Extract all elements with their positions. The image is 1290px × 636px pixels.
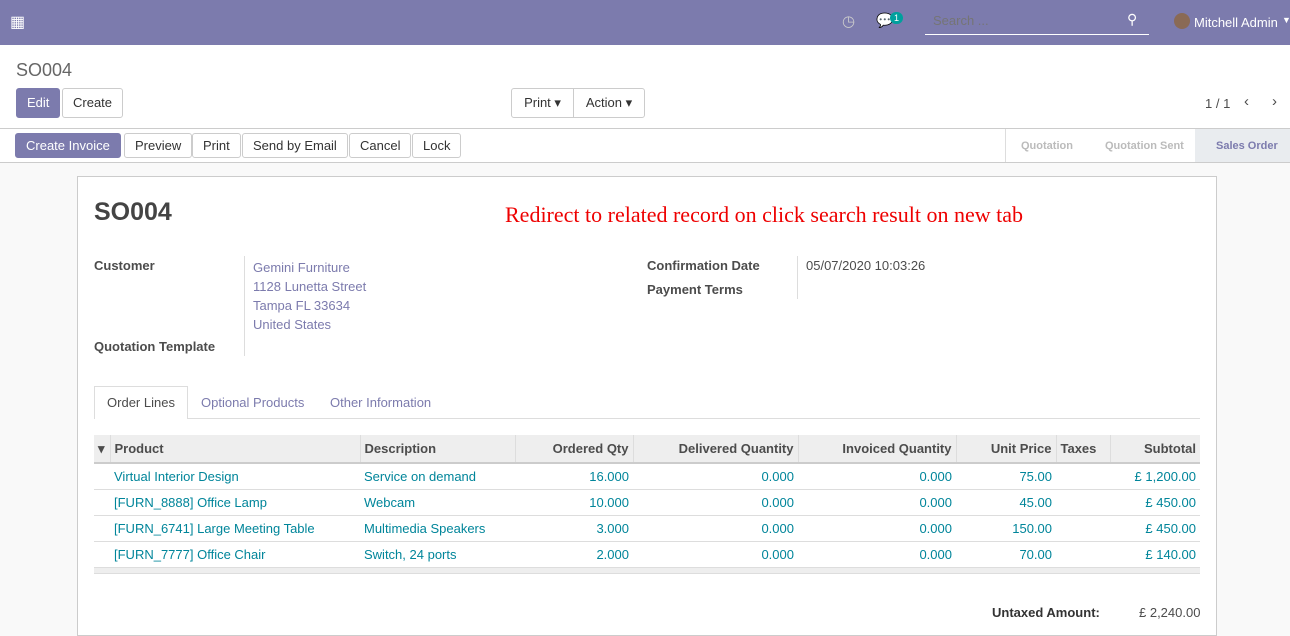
stage-sales-order: Sales Order: [1216, 140, 1278, 152]
col-subtotal[interactable]: Subtotal: [1110, 435, 1200, 464]
create-invoice-button[interactable]: Create Invoice: [15, 133, 121, 158]
create-button[interactable]: Create: [62, 88, 124, 118]
table-row[interactable]: [FURN_7777] Office Chair Switch, 24 ports…: [94, 541, 1200, 568]
chat-icon[interactable]: 💬: [876, 12, 894, 28]
table-row[interactable]: Virtual Interior Design Service on demand…: [94, 463, 1200, 490]
lock-button[interactable]: Lock: [412, 133, 462, 158]
col-taxes[interactable]: Taxes: [1056, 435, 1111, 464]
confirmation-date-label: Confirmation Date: [647, 258, 760, 273]
col-delivered-qty[interactable]: Delivered Quantity: [633, 435, 799, 464]
customer-link[interactable]: Gemini Furniture 1128 Lunetta Street Tampa…: [253, 260, 367, 332]
stage-quotation-sent[interactable]: Quotation Sent: [1105, 140, 1184, 152]
col-ordered-qty[interactable]: Ordered Qty: [515, 435, 634, 464]
tab-optional-products[interactable]: Optional Products: [201, 395, 305, 410]
message-badge: 1: [890, 12, 904, 24]
chevron-down-icon[interactable]: ▼: [1282, 15, 1290, 25]
tab-order-lines[interactable]: Order Lines: [94, 386, 188, 419]
tab-other-information[interactable]: Other Information: [330, 395, 432, 410]
pager-value: 1 / 1: [1205, 96, 1231, 111]
chevron-left-icon[interactable]: ‹: [1244, 93, 1249, 110]
order-lines-table: ▾ Product Description Ordered Qty Delive…: [94, 435, 1200, 574]
avatar[interactable]: [1174, 13, 1190, 29]
payment-terms-label: Payment Terms: [647, 282, 743, 297]
edit-button[interactable]: Edit: [16, 88, 61, 118]
col-product[interactable]: Product: [110, 435, 361, 464]
top-navbar: ▦ ◷ 💬 1 ⚲ Mitchell Admin ▼: [0, 0, 1290, 45]
table-row[interactable]: [FURN_8888] Office Lamp Webcam 10.000 0.000…: [94, 489, 1200, 516]
annotation-note: Redirect to related record on click sear…: [505, 202, 1023, 227]
table-row[interactable]: [FURN_6741] Large Meeting Table Multimedi…: [94, 515, 1200, 542]
print-button[interactable]: Print: [192, 133, 241, 158]
untaxed-amount-label: Untaxed Amount:: [992, 605, 1100, 620]
preview-button[interactable]: Preview: [124, 133, 193, 158]
cancel-button[interactable]: Cancel: [349, 133, 412, 158]
send-by-email-button[interactable]: Send by Email: [242, 133, 348, 158]
customer-label: Customer: [94, 258, 155, 273]
search-input[interactable]: [925, 6, 1149, 35]
print-dropdown[interactable]: Print ▾: [511, 88, 574, 118]
breadcrumb: SO004: [16, 60, 73, 80]
col-invoiced-qty[interactable]: Invoiced Quantity: [798, 435, 957, 464]
action-dropdown[interactable]: Action ▾: [573, 88, 645, 118]
chevron-right-icon[interactable]: ›: [1272, 93, 1277, 110]
stage-quotation[interactable]: Quotation: [1021, 140, 1073, 152]
activity-clock-icon[interactable]: ◷: [842, 13, 856, 30]
search-icon[interactable]: ⚲: [1127, 11, 1138, 27]
quotation-template-label: Quotation Template: [94, 339, 216, 354]
col-description[interactable]: Description: [360, 435, 516, 464]
apps-menu-icon[interactable]: ▦: [10, 14, 26, 31]
sort-caret-icon[interactable]: ▾: [94, 435, 111, 464]
untaxed-amount-value: £ 2,240.00: [1139, 605, 1201, 620]
confirmation-date-value: 05/07/2020 10:03:26: [806, 258, 926, 273]
record-title: SO004: [94, 198, 172, 226]
col-unit-price[interactable]: Unit Price: [956, 435, 1057, 464]
user-menu[interactable]: Mitchell Admin: [1194, 15, 1278, 30]
